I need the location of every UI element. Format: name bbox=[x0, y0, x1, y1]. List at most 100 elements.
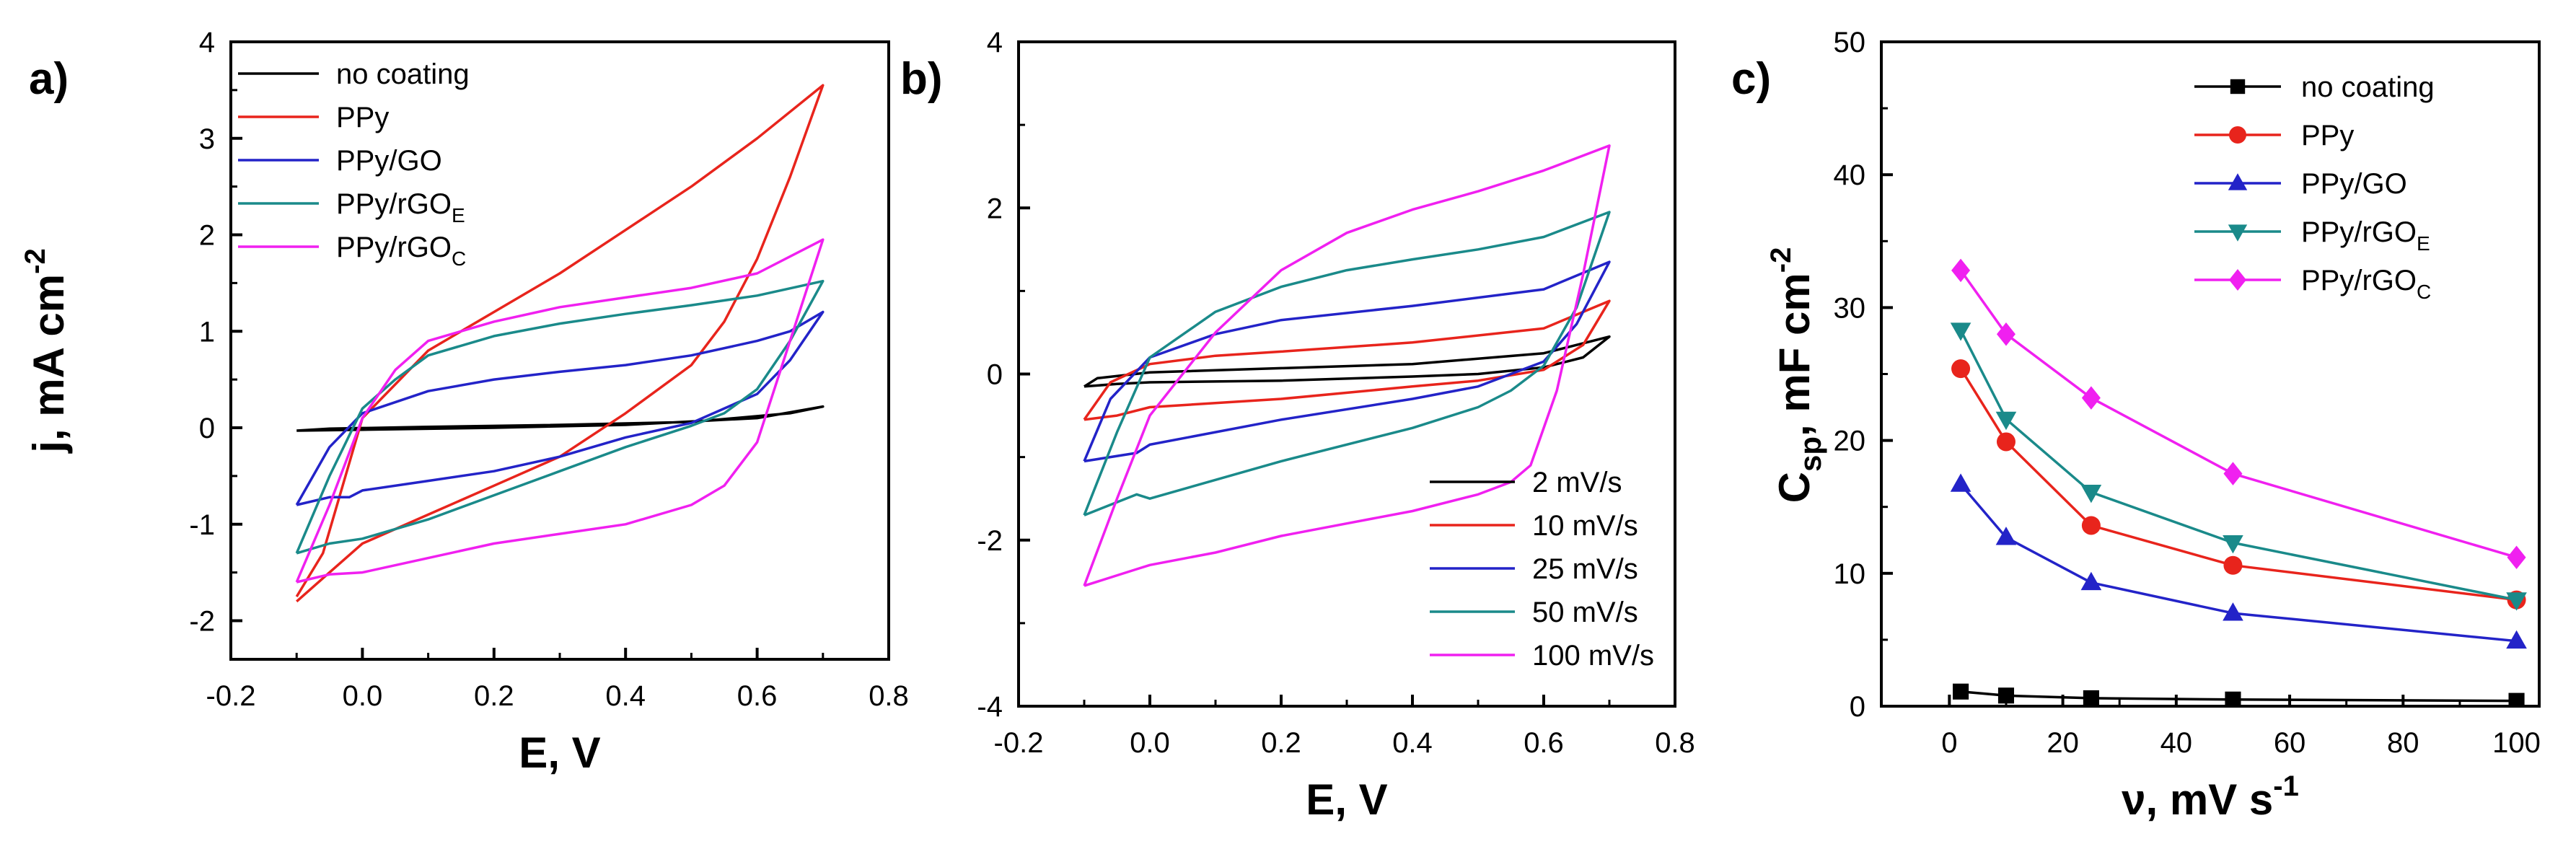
y-tick-label: 40 bbox=[1834, 159, 1866, 191]
data-point bbox=[2506, 630, 2527, 649]
legend-item: PPy/rGOE bbox=[2194, 216, 2430, 255]
legend-swatch-marker bbox=[2228, 224, 2248, 242]
legend-label: PPy/rGOC bbox=[336, 232, 466, 270]
legend-item: 2 mV/s bbox=[1430, 467, 1622, 498]
series-line-5 bbox=[295, 238, 825, 584]
y-tick-label: 50 bbox=[1834, 27, 1866, 58]
legend-label: PPy/GO bbox=[2301, 168, 2407, 200]
legend-label: PPy bbox=[336, 102, 389, 133]
y-axis-title-sub: sp bbox=[1793, 436, 1827, 472]
legend-label: 25 mV/s bbox=[1532, 553, 1638, 585]
plot-area bbox=[1083, 144, 1611, 587]
panel-label: b) bbox=[900, 54, 943, 104]
x-axis-title: ν, mV s-1 bbox=[2122, 770, 2299, 824]
legend-label-sub: C bbox=[452, 247, 466, 270]
legend-label-sub: C bbox=[2417, 281, 2431, 303]
data-point bbox=[2225, 691, 2241, 706]
legend-item: PPy bbox=[238, 102, 389, 133]
data-point bbox=[1950, 473, 1971, 492]
x-tick-label: 40 bbox=[2160, 727, 2193, 759]
data-point bbox=[2080, 485, 2102, 503]
x-tick-label: 0.4 bbox=[1392, 727, 1433, 759]
x-tick-label: 0.8 bbox=[869, 680, 909, 712]
legend-item: PPy/rGOE bbox=[238, 188, 465, 227]
x-tick-label: -0.2 bbox=[994, 727, 1044, 759]
legend-swatch-marker bbox=[2229, 126, 2246, 144]
legend-label: PPy bbox=[2301, 120, 2354, 151]
y-tick-label: 0 bbox=[987, 359, 1003, 391]
x-tick-label: 60 bbox=[2274, 727, 2306, 759]
legend-item: no coating bbox=[238, 58, 470, 90]
legend-label: 2 mV/s bbox=[1532, 467, 1622, 498]
x-tick-label: 0.6 bbox=[1524, 727, 1564, 759]
data-point bbox=[1953, 683, 1969, 700]
y-tick-label: -2 bbox=[977, 525, 1003, 557]
legend-label-text: 10 mV/s bbox=[1532, 510, 1638, 542]
series-line-4 bbox=[1083, 211, 1611, 516]
data-point bbox=[1951, 359, 1971, 379]
x-tick-label: 0.6 bbox=[737, 680, 778, 712]
legend-label-text: no coating bbox=[336, 58, 470, 90]
data-point bbox=[1950, 322, 1971, 341]
y-axis-title-sup: -2 bbox=[1765, 247, 1797, 273]
data-point bbox=[1997, 687, 2015, 704]
legend-label-text: PPy/rGO bbox=[2301, 216, 2417, 248]
series-line-1 bbox=[1083, 335, 1611, 388]
legend-label-sub: E bbox=[452, 204, 465, 227]
data-point bbox=[2223, 535, 2243, 554]
legend-swatch-marker bbox=[2229, 269, 2246, 291]
legend-label-text: PPy/rGO bbox=[2301, 265, 2417, 296]
y-axis-title: Csp, mF cm-2 bbox=[1765, 247, 1827, 503]
y-tick-label: -4 bbox=[977, 691, 1003, 723]
legend-swatch-marker bbox=[2230, 79, 2246, 94]
legend-label: no coating bbox=[2301, 71, 2435, 103]
y-tick-label: 2 bbox=[987, 193, 1003, 224]
legend-label: 50 mV/s bbox=[1532, 597, 1638, 628]
legend-label: PPy/GO bbox=[336, 145, 442, 177]
y-tick-label: 3 bbox=[199, 123, 215, 155]
data-point bbox=[2508, 692, 2525, 706]
data-point bbox=[2506, 592, 2527, 611]
chart-panel-2: b) -0.2 0.0 0.2 0.4 0.6 0.8 -4 -2 0 2 4 E, V bbox=[900, 27, 1695, 824]
y-tick-label: 4 bbox=[987, 27, 1003, 58]
data-point bbox=[2507, 545, 2526, 569]
plot-area bbox=[1950, 258, 2527, 706]
y-axis-title-rest: , mF cm bbox=[1770, 273, 1819, 436]
legend-label: 10 mV/s bbox=[1532, 510, 1638, 542]
x-tick-label: 0.0 bbox=[343, 680, 383, 712]
legend-item: PPy/rGOC bbox=[238, 232, 466, 270]
data-point bbox=[2223, 462, 2243, 485]
legend-label-text: PPy/rGO bbox=[336, 188, 452, 220]
series-line-3 bbox=[1083, 260, 1611, 463]
plot-frame bbox=[1880, 40, 2541, 708]
legend-label-text: PPy/GO bbox=[336, 145, 442, 177]
legend-item: PPy/rGOC bbox=[2194, 265, 2431, 303]
legend-label-text: 50 mV/s bbox=[1532, 597, 1638, 628]
series-line-2 bbox=[1083, 299, 1611, 421]
legend-item: PPy/GO bbox=[2194, 168, 2407, 200]
data-point bbox=[2083, 690, 2099, 706]
series-line-2 bbox=[295, 84, 825, 603]
y-axis-title-text: C bbox=[1770, 472, 1819, 503]
y-axis-title: j, mA cm-2 bbox=[19, 248, 73, 453]
data-point bbox=[2080, 571, 2102, 591]
legend-label: PPy/rGOC bbox=[2301, 265, 2431, 303]
x-axis-title: E, V bbox=[519, 729, 600, 777]
legend-label: no coating bbox=[336, 58, 470, 90]
x-tick-label: 0.0 bbox=[1130, 727, 1170, 759]
data-point bbox=[2223, 602, 2243, 621]
legend-label-sub: E bbox=[2417, 232, 2430, 255]
panel-label: a) bbox=[29, 54, 69, 104]
x-tick-label: 20 bbox=[2047, 727, 2079, 759]
y-tick-label: 0 bbox=[1850, 691, 1865, 723]
data-point bbox=[1996, 432, 2015, 452]
x-tick-label: 0.8 bbox=[1655, 727, 1695, 759]
legend-item: 50 mV/s bbox=[1430, 597, 1638, 628]
data-point bbox=[1995, 411, 2017, 431]
y-tick-label: 2 bbox=[199, 220, 215, 252]
legend-label-text: PPy bbox=[336, 102, 389, 133]
legend-label: PPy/rGOE bbox=[2301, 216, 2430, 255]
legend-item: 100 mV/s bbox=[1430, 640, 1654, 672]
chart-panel-1: a) -0.2 0.0 0.2 0.4 0.6 0.8 -2 -1 0 1 2 3 4 E, V j, mA … bbox=[19, 27, 909, 777]
